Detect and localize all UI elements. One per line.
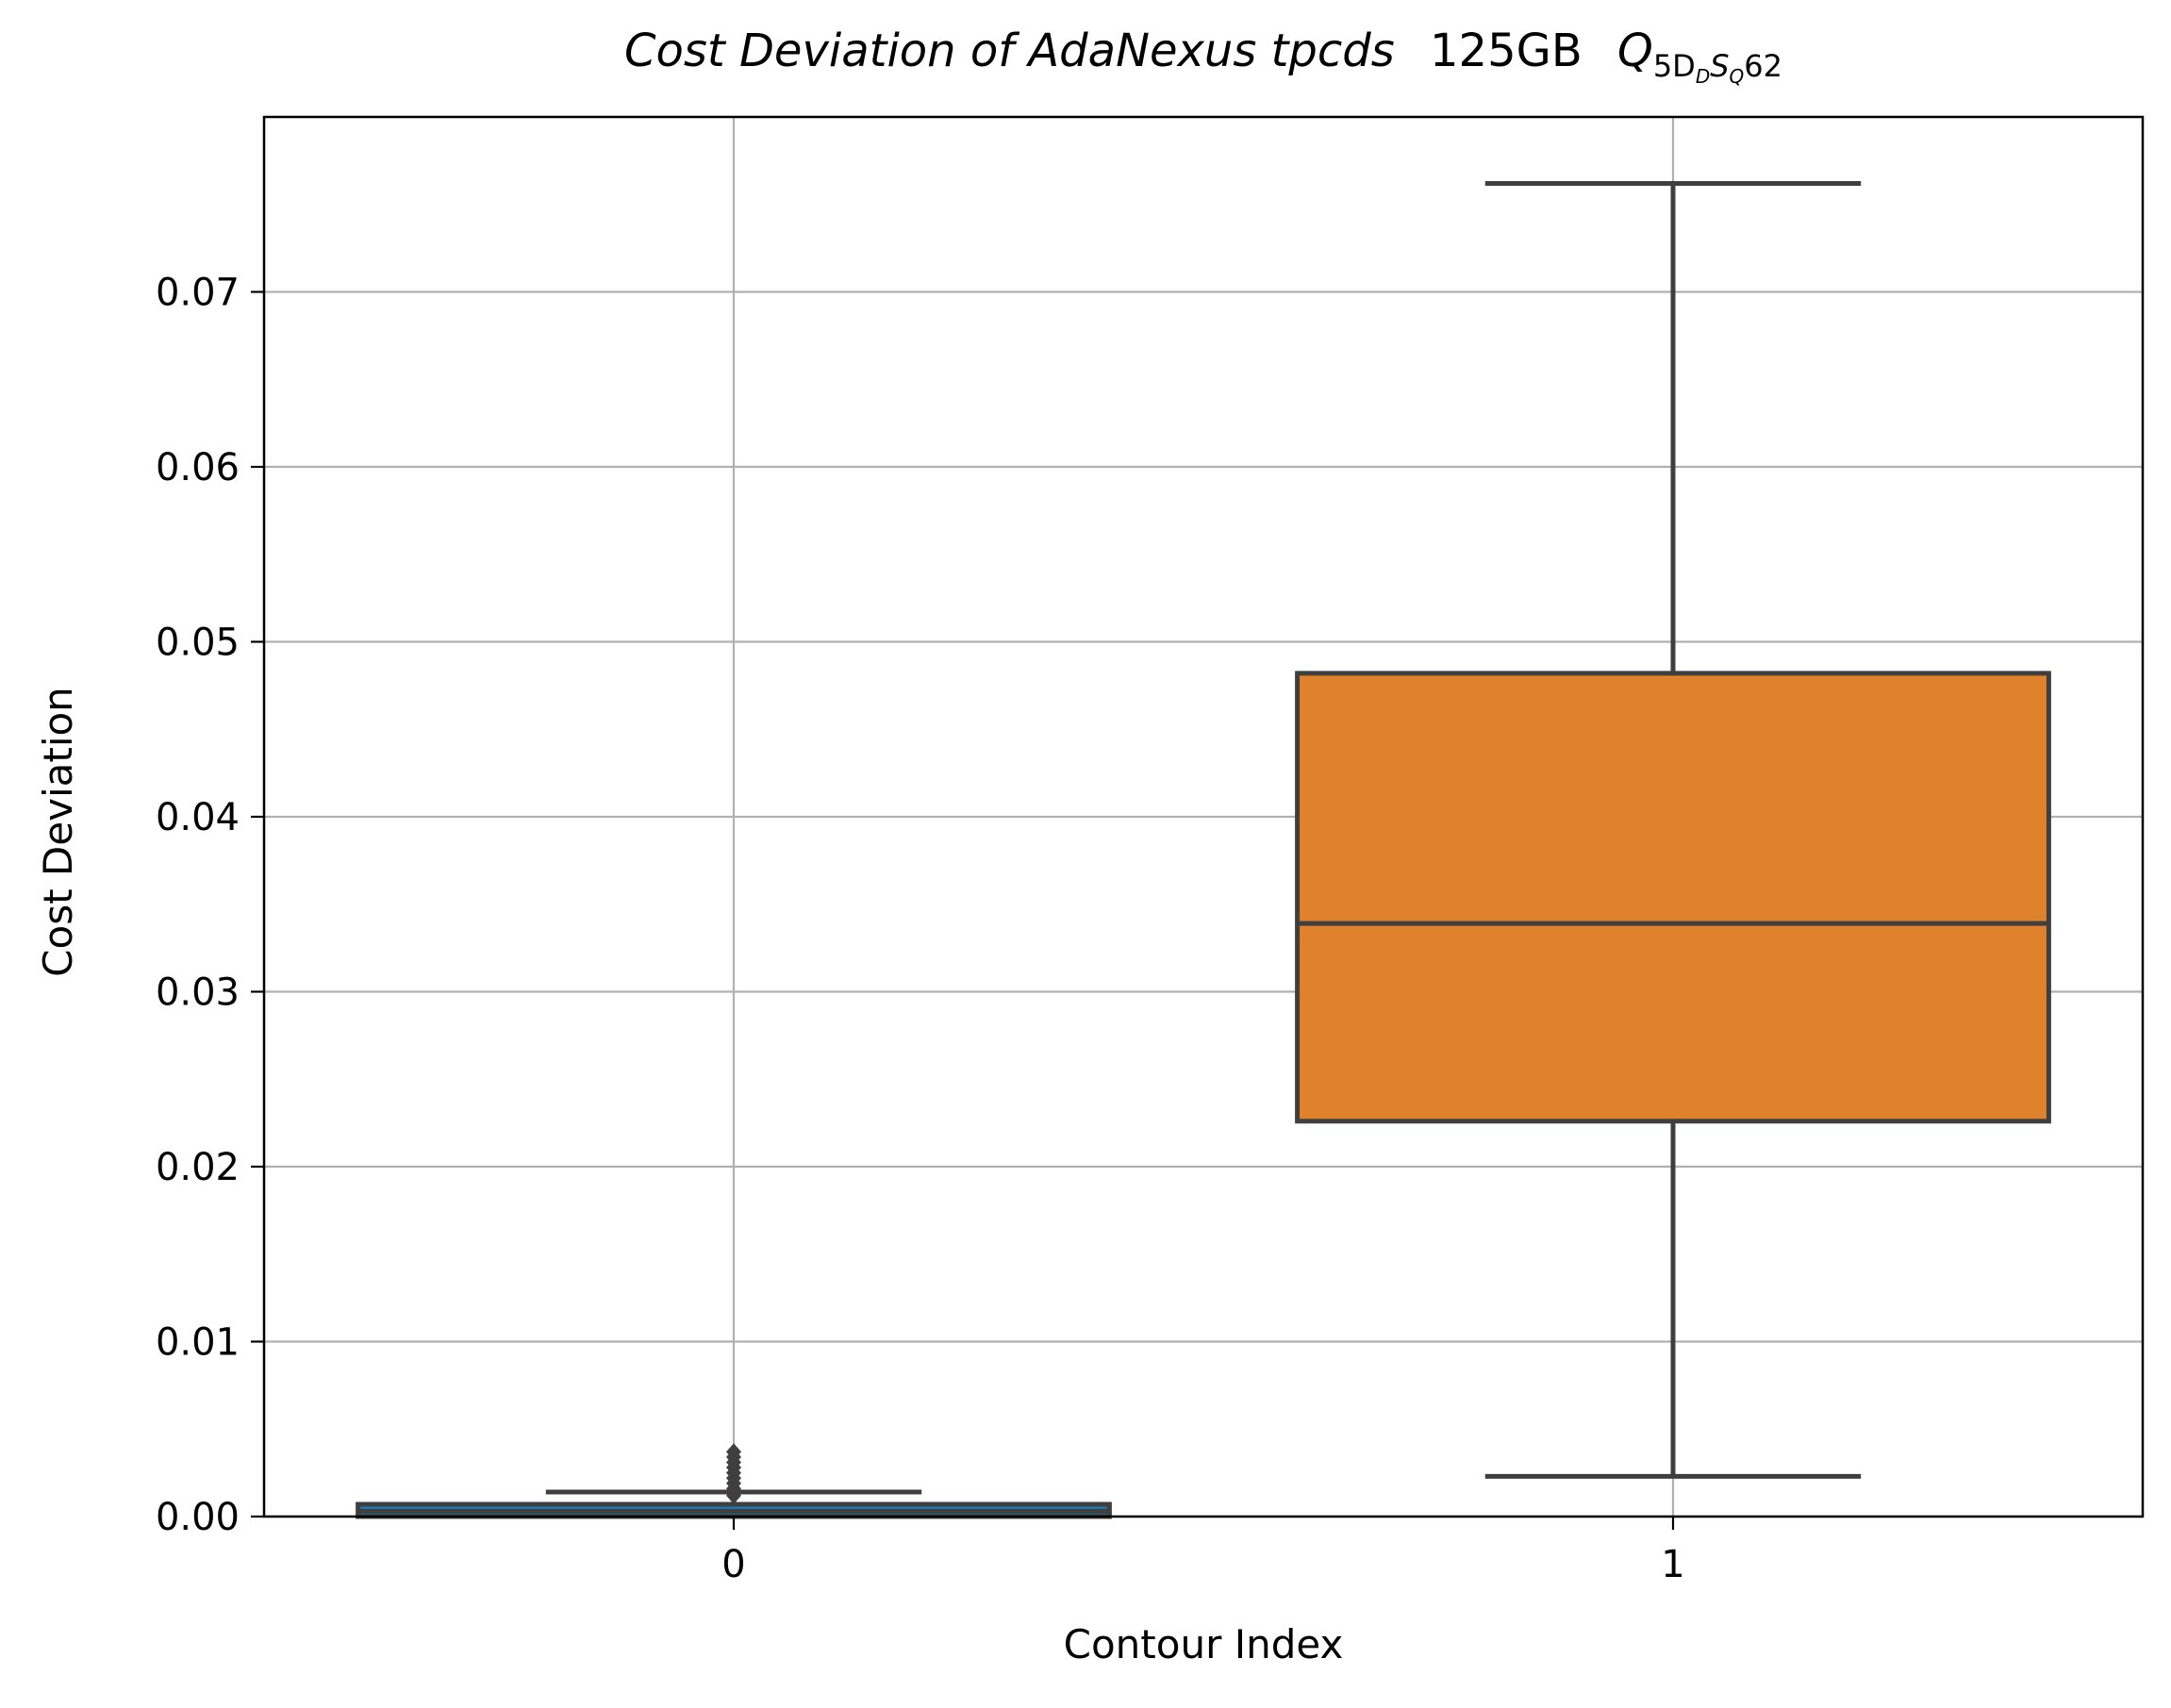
box-group-0 — [356, 1443, 1112, 1519]
x-axis-label: Contour Index — [1064, 1621, 1344, 1667]
chart-title-query-sub-b: D — [1696, 65, 1710, 88]
x-tick-label: 0 — [721, 1543, 745, 1586]
box-group-1 — [1295, 180, 2051, 1479]
y-tick-label: 0.07 — [156, 272, 240, 315]
box-plot-series — [356, 180, 2051, 1519]
outlier-point — [726, 1443, 741, 1461]
chart-title-query-sub-d: Q — [1730, 65, 1745, 88]
y-tick-label: 0.06 — [156, 446, 240, 489]
y-tick-label: 0.00 — [156, 1496, 240, 1539]
chart-title-main: Cost Deviation of AdaNexus tpcds — [624, 25, 1395, 77]
box-iqr — [1295, 671, 2051, 1124]
y-tick-label: 0.05 — [156, 622, 240, 665]
y-tick-label: 0.01 — [156, 1321, 240, 1365]
chart-title: Cost Deviation of AdaNexus tpcds 125GB Q… — [624, 25, 1782, 88]
chart-title-query-sub-a: 5D — [1653, 48, 1696, 84]
axis-ticks: 0.00 0.01 0.02 0.03 0.04 0.05 0.06 0.07 0 1 — [156, 272, 1685, 1587]
y-tick-label: 0.02 — [156, 1146, 240, 1189]
x-tick-label: 1 — [1661, 1543, 1684, 1586]
chart-title-size: 125GB — [1430, 25, 1583, 77]
chart-title-query-num: 62 — [1744, 48, 1782, 84]
y-tick-label: 0.03 — [156, 971, 240, 1015]
chart-title-query-sub-c: S — [1710, 48, 1729, 84]
y-tick-label: 0.04 — [156, 796, 240, 839]
y-axis-label: Cost Deviation — [35, 687, 81, 977]
chart-title-query: Q — [1617, 25, 1653, 77]
